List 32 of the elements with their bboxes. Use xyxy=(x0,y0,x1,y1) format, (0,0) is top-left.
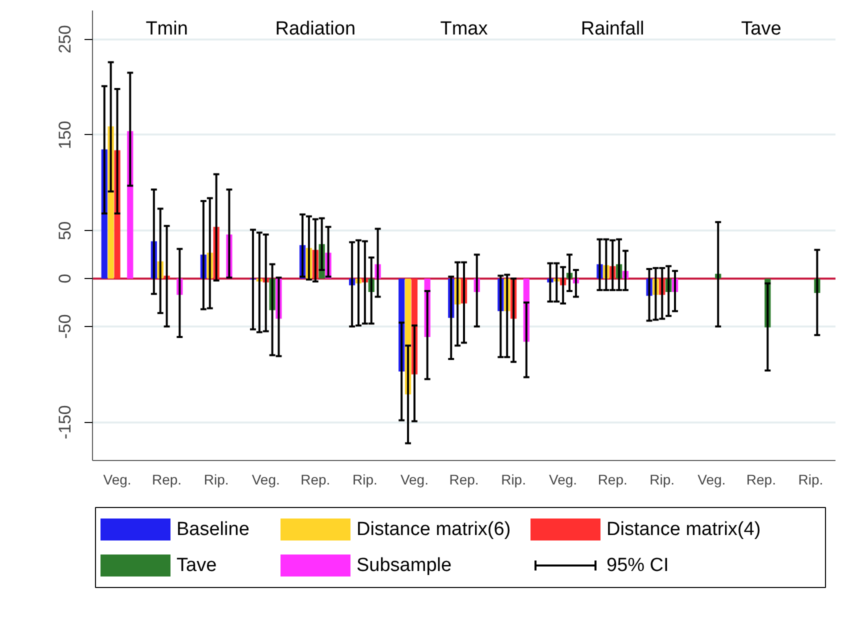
x-tick-label: Rip. xyxy=(352,472,378,488)
text: 95% CI xyxy=(606,555,669,576)
x-tick-label: Rep. xyxy=(598,472,628,488)
legend-label: Distance matrix(6) xyxy=(356,519,511,540)
x-tick-label: Rip. xyxy=(650,472,675,488)
annotation: Rainfall xyxy=(580,18,644,40)
y-tick-label: 0 xyxy=(56,274,74,284)
annotation: Tmin xyxy=(146,18,188,40)
x-tick-label: Rip. xyxy=(204,472,229,488)
annotation: Radiation xyxy=(275,18,356,40)
annotation: Tave xyxy=(741,18,782,40)
legend-label: Subsample xyxy=(356,555,452,576)
legend-label: Baseline xyxy=(176,519,250,540)
annotation: Tmax xyxy=(440,18,488,40)
x-tick-label: Veg. xyxy=(698,472,726,488)
x-tick-label: Veg. xyxy=(103,472,132,488)
x-tick-label: Veg. xyxy=(549,472,578,488)
y-tick-label: -50 xyxy=(56,314,74,339)
y-tick-label: 150 xyxy=(56,120,74,150)
x-tick-label: Rep. xyxy=(746,472,776,488)
legend-label: Distance matrix(4) xyxy=(606,519,761,540)
x-tick-label: Rip. xyxy=(501,472,526,488)
legend-label: Tave xyxy=(176,555,217,576)
x-tick-label: Rep. xyxy=(449,472,479,488)
x-tick-label: Veg. xyxy=(252,472,280,488)
x-tick-label: Veg. xyxy=(400,472,428,488)
y-tick-label: 50 xyxy=(56,221,74,240)
x-tick-label: Rep. xyxy=(152,472,182,488)
y-tick-label: -150 xyxy=(56,405,74,440)
y-tick-label: 250 xyxy=(56,25,74,54)
x-tick-label: Rip. xyxy=(798,472,824,488)
x-tick-label: Rep. xyxy=(300,472,330,488)
